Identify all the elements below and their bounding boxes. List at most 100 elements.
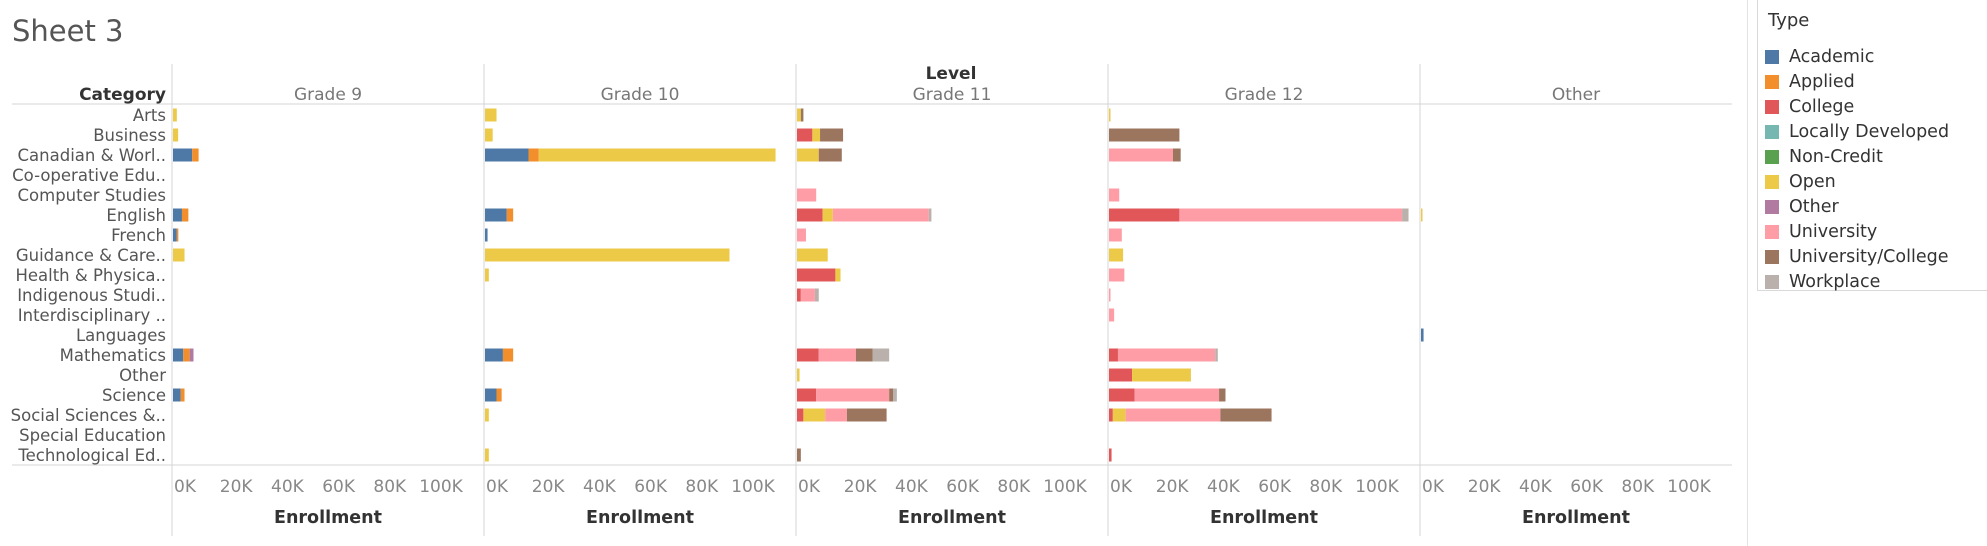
bar-segment[interactable] [1109, 348, 1118, 362]
bar-segment[interactable] [1109, 208, 1180, 222]
bar-segment[interactable] [846, 408, 887, 422]
bar-segment[interactable] [797, 268, 836, 282]
bar-segment[interactable] [485, 108, 497, 122]
bar-segment[interactable] [173, 348, 184, 362]
legend-item[interactable]: University/College [1765, 245, 1949, 270]
bar-segment[interactable] [1109, 268, 1125, 282]
legend-item[interactable]: Other [1765, 195, 1949, 220]
bar-segment[interactable] [1109, 388, 1135, 402]
bar-segment[interactable] [928, 208, 932, 222]
bar-segment[interactable] [1125, 408, 1221, 422]
legend-item[interactable]: Open [1765, 169, 1949, 194]
bar-segment[interactable] [1117, 348, 1216, 362]
bar-segment[interactable] [176, 228, 179, 242]
bar-segment[interactable] [173, 388, 181, 402]
bar-segment[interactable] [1109, 248, 1124, 262]
bar-segment[interactable] [797, 448, 801, 462]
bar-segment[interactable] [825, 408, 847, 422]
bar-segment[interactable] [835, 268, 841, 282]
bar-segment[interactable] [538, 148, 776, 162]
bar-segment[interactable] [1109, 188, 1120, 202]
bar-segment[interactable] [485, 448, 489, 462]
bar-segment[interactable] [797, 108, 801, 122]
bar-segment[interactable] [183, 348, 190, 362]
bar-segment[interactable] [502, 348, 514, 362]
bar-segment[interactable] [797, 368, 800, 382]
bar-segment[interactable] [1132, 368, 1191, 382]
bar-segment[interactable] [173, 108, 177, 122]
bar-segment[interactable] [800, 108, 804, 122]
legend-item[interactable]: Applied [1765, 69, 1949, 94]
bar-segment[interactable] [812, 128, 821, 142]
bar-segment[interactable] [173, 148, 193, 162]
bar-segment[interactable] [485, 128, 493, 142]
bar-segment[interactable] [797, 408, 804, 422]
bar-segment[interactable] [485, 228, 488, 242]
bar-segment[interactable] [1112, 408, 1126, 422]
bar-segment[interactable] [173, 208, 182, 222]
legend-item[interactable]: Workplace [1765, 270, 1949, 295]
bar-segment[interactable] [1109, 408, 1113, 422]
bar-segment[interactable] [855, 348, 873, 362]
legend-item[interactable]: Non-Credit [1765, 144, 1949, 169]
bar-segment[interactable] [814, 288, 819, 302]
bar-segment[interactable] [485, 348, 503, 362]
bar-segment[interactable] [797, 128, 813, 142]
bar-segment[interactable] [832, 208, 929, 222]
legend-item[interactable]: College [1765, 94, 1949, 119]
legend-item[interactable]: Academic [1765, 44, 1949, 69]
bar-segment[interactable] [797, 208, 823, 222]
bar-segment[interactable] [506, 208, 514, 222]
bar-segment[interactable] [1109, 108, 1111, 122]
bar-segment[interactable] [797, 148, 819, 162]
bar-segment[interactable] [1220, 408, 1272, 422]
bar-segment[interactable] [1109, 148, 1173, 162]
bar-segment[interactable] [797, 388, 817, 402]
bar-segment[interactable] [820, 128, 844, 142]
bar-segment[interactable] [797, 348, 819, 362]
bar-segment[interactable] [1109, 228, 1122, 242]
bar-segment[interactable] [1421, 208, 1423, 222]
bar-segment[interactable] [889, 388, 893, 402]
bar-segment[interactable] [181, 208, 189, 222]
bar-segment[interactable] [485, 208, 507, 222]
bar-segment[interactable] [485, 148, 529, 162]
bar-segment[interactable] [485, 268, 489, 282]
bar-segment[interactable] [1109, 308, 1115, 322]
bar-segment[interactable] [1215, 348, 1218, 362]
legend-item[interactable]: University [1765, 220, 1949, 245]
bar-segment[interactable] [1109, 368, 1133, 382]
bar-segment[interactable] [1219, 388, 1226, 402]
bar-segment[interactable] [173, 248, 185, 262]
bar-segment[interactable] [485, 388, 497, 402]
bar-segment[interactable] [485, 408, 489, 422]
bar-segment[interactable] [893, 388, 897, 402]
bar-segment[interactable] [1109, 288, 1111, 302]
bar-segment[interactable] [816, 388, 890, 402]
bar-segment[interactable] [818, 348, 856, 362]
bar-segment[interactable] [1109, 448, 1112, 462]
bar-segment[interactable] [1109, 128, 1180, 142]
bar-segment[interactable] [192, 148, 199, 162]
bar-segment[interactable] [528, 148, 539, 162]
bar-segment[interactable] [180, 388, 185, 402]
bar-segment[interactable] [1179, 208, 1403, 222]
legend-panel[interactable]: Type Academic Applied College Locally Devel… [1757, 0, 1987, 292]
bar-segment[interactable] [818, 148, 842, 162]
bar-segment[interactable] [1134, 388, 1220, 402]
bar-segment[interactable] [797, 228, 806, 242]
bar-segment[interactable] [485, 248, 730, 262]
bar-segment[interactable] [797, 248, 828, 262]
bar-segment[interactable] [803, 408, 826, 422]
bar-segment[interactable] [1402, 208, 1409, 222]
bar-segment[interactable] [1173, 148, 1181, 162]
bar-segment[interactable] [173, 128, 179, 142]
legend-item[interactable]: Locally Developed [1765, 119, 1949, 144]
bar-segment[interactable] [797, 188, 817, 202]
bar-segment[interactable] [800, 288, 815, 302]
bar-segment[interactable] [822, 208, 833, 222]
bar-segment[interactable] [1421, 328, 1424, 342]
bar-segment[interactable] [872, 348, 890, 362]
bar-segment[interactable] [173, 228, 177, 242]
bar-segment[interactable] [189, 348, 194, 362]
